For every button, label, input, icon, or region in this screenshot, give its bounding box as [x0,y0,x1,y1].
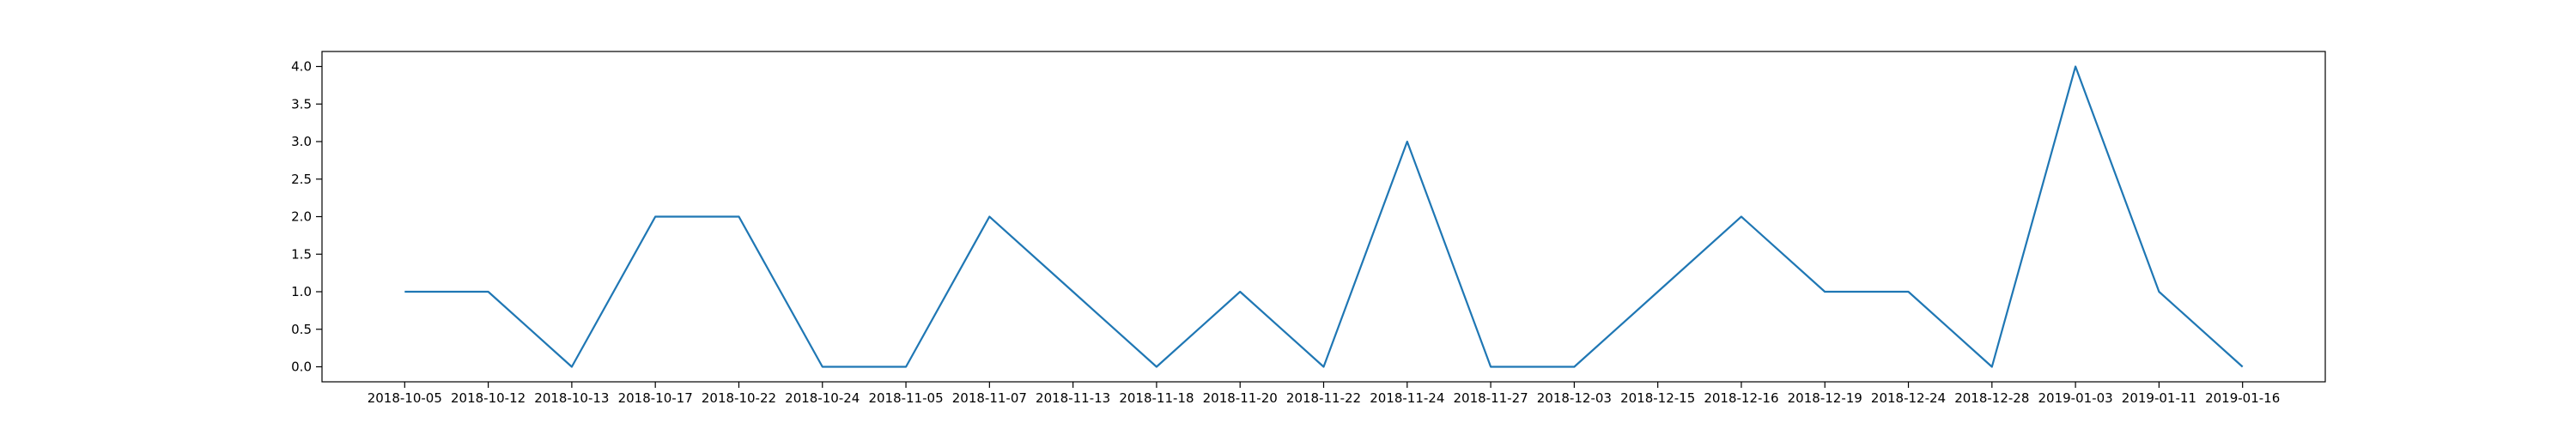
x-tick-label: 2018-12-15 [1620,390,1695,406]
x-tick-label: 2018-11-20 [1203,390,1278,406]
x-tick-label: 2018-12-28 [1954,390,2029,406]
x-tick-label: 2018-12-19 [1788,390,1862,406]
x-tick-label: 2018-12-24 [1871,390,1946,406]
x-axis: 2018-10-05 2018-10-12 2018-10-13 2018-10-17… [368,382,2280,406]
x-tick-label: 2018-12-16 [1704,390,1778,406]
x-tick-label: 2018-11-13 [1036,390,1110,406]
x-tick-label: 2018-10-17 [618,390,693,406]
y-tick-label: 1.5 [291,246,312,262]
y-tick-label: 1.0 [291,284,312,299]
x-tick-label: 2019-01-16 [2205,390,2280,406]
x-tick-label: 2018-11-27 [1453,390,1528,406]
y-axis: 0.0 0.5 1.0 1.5 2.0 2.5 3.0 3.5 4.0 [291,59,322,375]
y-tick-label: 0.5 [291,322,312,337]
x-tick-label: 2018-10-24 [785,390,860,406]
x-tick-label: 2018-11-24 [1370,390,1444,406]
x-tick-label: 2019-01-03 [2038,390,2113,406]
x-tick-label: 2018-10-05 [368,390,442,406]
x-tick-label: 2019-01-11 [2122,390,2196,406]
y-tick-label: 0.0 [291,360,312,375]
x-tick-label: 2018-11-07 [952,390,1027,406]
y-tick-label: 3.0 [291,134,312,149]
y-tick-label: 3.5 [291,96,312,112]
x-tick-label: 2018-10-12 [451,390,526,406]
y-tick-label: 2.0 [291,209,312,225]
x-tick-label: 2018-10-22 [702,390,776,406]
y-tick-label: 4.0 [291,59,312,75]
x-tick-label: 2018-11-18 [1119,390,1194,406]
plot-area [321,51,2326,383]
y-tick-label: 2.5 [291,172,312,187]
x-tick-label: 2018-11-22 [1286,390,1361,406]
x-tick-label: 2018-10-13 [534,390,609,406]
series-line [404,65,2244,368]
x-tick-label: 2018-12-03 [1537,390,1612,406]
x-tick-label: 2018-11-05 [868,390,943,406]
